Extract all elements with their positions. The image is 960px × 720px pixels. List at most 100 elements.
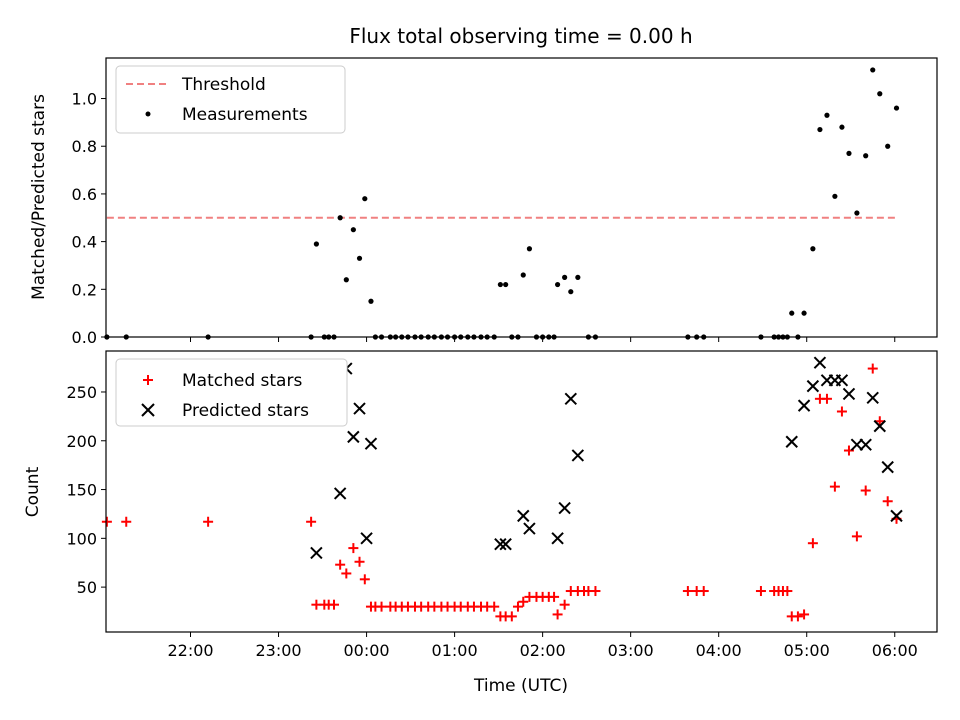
y-tick-label: 200 (66, 432, 97, 451)
matched-star-point (755, 586, 766, 597)
matched-star-point (359, 574, 370, 585)
measurement-point (368, 298, 374, 304)
predicted-star-point (866, 391, 879, 405)
measurement-point (863, 153, 869, 159)
measurement-point (562, 274, 568, 280)
matched-star-point (782, 586, 793, 597)
predicted-star-point (494, 537, 507, 551)
predicted-star-point (797, 399, 811, 412)
bottom-legend: Matched stars Predicted stars (115, 358, 348, 427)
y-tick-label: 0.8 (72, 137, 97, 156)
matched-star-point (698, 586, 709, 597)
measurement-point (846, 150, 852, 156)
measurement-point (824, 112, 830, 118)
measurement-point (350, 227, 356, 233)
y-tick-label: 0.0 (72, 328, 97, 347)
top-legend-box (115, 65, 346, 134)
predicted-star-point (347, 430, 360, 444)
predicted-star-point (333, 487, 347, 500)
legend-predicted-swatch (141, 403, 155, 417)
measurement-point (526, 246, 533, 252)
measurement-point (854, 210, 860, 216)
top-plot-frame (105, 57, 938, 338)
top-panel: 0.0 0.2 0.4 0.6 0.8 1.0 Matched/Predicted sta… (29, 57, 938, 347)
matched-star-point (821, 393, 832, 404)
measurement-point (313, 241, 319, 247)
matched-star-point (354, 556, 365, 567)
predicted-star-point (364, 437, 378, 450)
matched-star-point (549, 591, 560, 602)
predicted-star-point (873, 419, 886, 433)
measurement-point (870, 67, 876, 73)
matched-star-point (792, 611, 803, 622)
predicted-star-point (571, 449, 585, 462)
predicted-star-point (558, 501, 571, 515)
y-tick-label: 0.4 (72, 233, 97, 252)
y-tick-label: 250 (66, 383, 97, 402)
top-y-axis-label: Matched/Predicted stars (29, 94, 49, 300)
predicted-star-point (835, 374, 849, 387)
matched-star-point (867, 363, 878, 374)
y-tick-label: 0.2 (72, 280, 97, 299)
measurement-point (575, 274, 581, 280)
predicted-star-point (353, 402, 366, 415)
legend-measurements-label: Measurements (182, 105, 308, 125)
x-tick-label: 22:00 (167, 641, 213, 660)
matched-star-point (101, 516, 112, 527)
predicted-star-point (517, 509, 530, 523)
top-legend: Threshold Measurements (115, 65, 346, 134)
matched-star-point (799, 609, 810, 620)
measurement-point (362, 196, 368, 202)
x-tick-label: 04:00 (696, 641, 742, 660)
legend-matched-label: Matched stars (182, 371, 302, 391)
matched-star-point (341, 568, 352, 579)
predicted-star-point (890, 509, 903, 523)
measurement-point (554, 281, 561, 288)
matched-star-point (552, 609, 563, 620)
measurement-point (520, 272, 526, 278)
measurement-point (343, 277, 349, 283)
x-tick-label: 05:00 (784, 641, 830, 660)
legend-measurements-swatch (145, 111, 151, 117)
matched-star-point (829, 481, 840, 492)
bottom-panel: 50 100 150 200 250 22:00 23:00 00:00 01:00 02:00 0… (23, 350, 938, 696)
matched-star-point (682, 586, 693, 597)
measurement-point (810, 246, 816, 252)
bottom-ticks: 50 100 150 200 250 22:00 23:00 00:00 01:00 02:00 0… (66, 383, 917, 660)
figure-title: Flux total observing time = 0.00 h (349, 24, 692, 48)
matched-star-point (874, 416, 885, 427)
measurement-point (893, 105, 900, 111)
matched-star-point (518, 596, 529, 607)
x-tick-label: 06:00 (872, 641, 918, 660)
predicted-star-point (310, 546, 323, 560)
predicted-star-point (806, 379, 820, 393)
predicted-star-point (360, 532, 373, 545)
predicted-star-point (551, 532, 564, 545)
matched-star-point (489, 601, 500, 612)
matched-star-point (860, 485, 871, 496)
top-ticks: 0.0 0.2 0.4 0.6 0.8 1.0 (72, 90, 896, 347)
bottom-plot-frame (105, 350, 938, 633)
measurement-point (832, 193, 838, 199)
bottom-series (101, 356, 903, 622)
bottom-legend-box (115, 358, 348, 427)
measurement-point (801, 310, 807, 316)
x-tick-label: 03:00 (608, 641, 654, 660)
matched-star-point (836, 406, 847, 417)
matched-star-point (559, 599, 570, 610)
predicted-star-point (881, 460, 894, 474)
matched-star-point (376, 601, 387, 612)
matched-star-point (590, 586, 601, 597)
legend-matched-swatch (143, 375, 153, 385)
predicted-star-point (842, 387, 856, 401)
predicted-star-point (499, 537, 512, 551)
measurement-point (337, 215, 343, 221)
matched-star-point (348, 543, 359, 554)
measurement-point (568, 289, 574, 295)
measurement-point (877, 91, 883, 97)
matched-star-point (335, 559, 346, 570)
measurement-point (356, 255, 363, 261)
matched-star-point (506, 611, 517, 622)
matched-star-point (203, 516, 214, 527)
